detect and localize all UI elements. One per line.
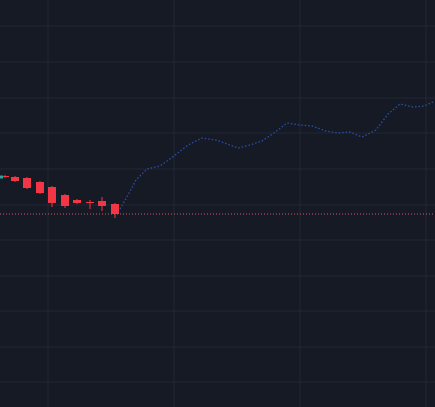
candle [61,194,69,208]
candle-body [73,200,81,203]
candle [86,200,94,209]
candle-body [23,178,31,188]
candle-body [111,204,119,214]
candle [111,203,119,218]
candle [11,176,19,182]
candle [23,177,31,189]
candle-body [98,201,106,206]
candle [48,186,56,207]
candle [36,181,44,194]
candle-body [48,187,56,203]
candle-body [11,177,19,181]
candles [1,175,119,218]
candle-body [86,202,94,203]
candle [73,199,81,204]
candle-body [61,195,69,206]
last-tick-marker [0,175,3,179]
forecast-line [119,101,434,210]
candle [1,175,9,178]
candle [98,197,106,211]
candle-body [36,182,44,193]
candle-body [1,176,9,177]
